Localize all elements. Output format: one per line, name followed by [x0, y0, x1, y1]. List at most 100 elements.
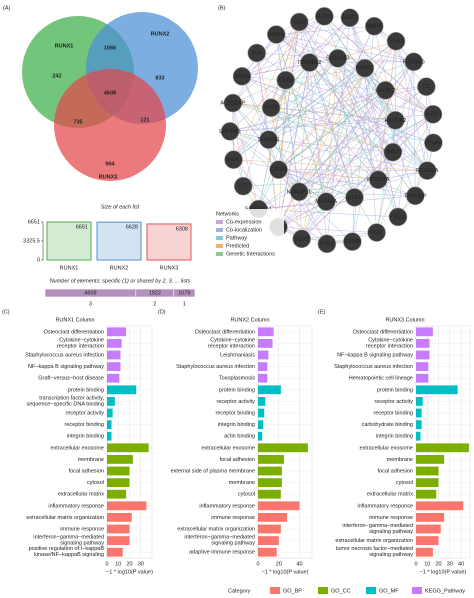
edge	[278, 67, 366, 170]
edge	[276, 25, 375, 35]
node-label: NCF2	[343, 15, 357, 21]
bar	[258, 478, 282, 488]
x-axis-label: −1 * log10(P value)	[106, 569, 153, 575]
y-tick-label: cytosol	[396, 480, 413, 486]
legend-swatch	[366, 587, 376, 594]
segment-value: 1922	[149, 290, 161, 296]
edge	[241, 57, 338, 77]
x-tick-label: 0	[414, 561, 417, 567]
venn-set-label: RUNX1	[55, 43, 74, 49]
y-tick-label: membrane	[387, 457, 413, 463]
bar	[258, 396, 266, 406]
bar	[416, 385, 458, 395]
node	[404, 52, 424, 72]
bar	[107, 373, 120, 383]
panel-label: (D)	[158, 309, 166, 315]
edge	[309, 62, 355, 198]
legend-title: Category	[228, 588, 251, 594]
node-label: HCK	[228, 157, 240, 163]
y-tick-label: receptor binding	[374, 410, 413, 416]
bar	[416, 362, 429, 372]
legend-label: Genetic Interactions	[226, 251, 275, 257]
node	[340, 8, 360, 28]
bar	[416, 454, 445, 464]
node	[424, 133, 443, 153]
edge	[324, 16, 428, 171]
edge	[271, 107, 396, 121]
node	[223, 93, 243, 113]
node-label: ITPRIPL2	[298, 60, 322, 66]
edge	[309, 62, 394, 153]
y-tick-label: Staphylococcus aureus infection	[176, 364, 255, 370]
y-tick-label: adaptive immune response	[189, 550, 255, 556]
venn-count: 735	[73, 119, 82, 125]
edge	[324, 16, 434, 115]
venn-count: 904	[105, 161, 115, 167]
y-tick-label: NF−kappa B signaling pathway	[28, 364, 104, 370]
edge	[285, 80, 377, 233]
y-tick-label: focal adhesion	[69, 468, 104, 474]
bar	[107, 327, 127, 337]
y-tick-label: extracellular matrix	[58, 492, 104, 498]
y-tick-label: membrane	[78, 457, 104, 463]
edge	[241, 25, 375, 77]
node-label: GMFG	[268, 32, 285, 38]
node-label: SLC15A3	[326, 56, 350, 62]
x-tick-label: 0	[105, 561, 108, 567]
y-tick-label: positive regulation of I−kappaB kinase/NF…	[29, 547, 105, 559]
edge	[395, 41, 434, 143]
node-label: PTGS1	[389, 214, 407, 220]
x-tick-label: 20	[435, 561, 441, 567]
bar	[258, 338, 273, 348]
legend-title: Networks	[216, 211, 239, 217]
edge	[325, 68, 366, 202]
y-tick-label: actin binding	[224, 434, 255, 440]
edge	[285, 67, 365, 81]
node-label: NCKAP1L	[287, 189, 312, 195]
edge	[397, 61, 415, 217]
edge	[298, 191, 328, 244]
node-label: ITGAX	[388, 39, 405, 45]
edge	[278, 226, 377, 233]
bar-value: 6651	[76, 224, 88, 230]
y-tick-label: extracellular matrix	[367, 492, 413, 498]
node	[266, 25, 286, 44]
y-tick-label: 0	[37, 257, 40, 263]
node	[386, 31, 406, 51]
y-tick-label: extracellular matrix organization	[335, 538, 413, 544]
y-tick-label: immune response	[211, 515, 255, 521]
segment-value: 4608	[84, 290, 96, 296]
y-tick-label: 3325.5	[23, 238, 40, 244]
bar	[107, 362, 121, 372]
bar	[416, 443, 469, 453]
node	[315, 7, 334, 26]
node	[417, 77, 436, 97]
edge	[278, 120, 396, 228]
node-label: FCER1G	[403, 59, 425, 65]
bar	[416, 338, 430, 348]
bar	[258, 536, 279, 546]
y-tick-label: Graft−versus−host disease	[38, 376, 104, 382]
node	[289, 182, 309, 202]
bar	[258, 373, 268, 383]
legend-label: Co-localization	[226, 227, 262, 233]
node	[355, 58, 375, 78]
node	[343, 232, 362, 252]
y-tick-label: Cytokine−cytokine receptor interaction	[366, 338, 413, 350]
bar	[416, 431, 421, 441]
bar	[258, 443, 308, 453]
edge	[270, 107, 355, 198]
plot-area	[415, 325, 471, 559]
bar	[416, 466, 439, 476]
bar	[416, 408, 422, 418]
edge	[285, 79, 434, 115]
y-tick-label: extracellular exosome	[51, 445, 105, 451]
venn-count: 833	[155, 75, 164, 81]
node	[292, 229, 312, 249]
y-tick-label: inflammatory response	[48, 503, 104, 509]
bar	[258, 420, 264, 430]
chart-title: Number of elements: specific (1) or shar…	[50, 278, 191, 284]
node-label: NLRP1	[424, 112, 442, 118]
node	[224, 150, 243, 170]
segment-label: 3	[89, 301, 92, 307]
